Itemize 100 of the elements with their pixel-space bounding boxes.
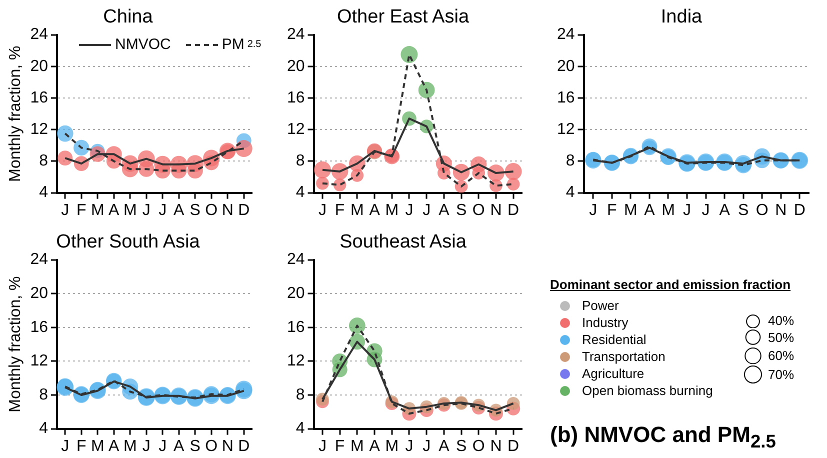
y-tick-label: 8	[566, 152, 575, 170]
x-tick-label: D	[238, 202, 250, 219]
x-tick-label: J	[318, 202, 326, 219]
x-tick-label: J	[422, 438, 431, 455]
x-tick-label: A	[108, 202, 120, 219]
x-tick-label: J	[318, 438, 326, 455]
y-tick-label: 12	[30, 352, 48, 370]
x-tick-label: A	[108, 438, 120, 455]
legend-label: Open biomass burning	[582, 383, 713, 398]
legend-label: 70%	[768, 367, 794, 382]
y-axis-title: Monthly fraction, %	[7, 276, 24, 412]
y-tick-label: 16	[287, 318, 305, 336]
y-axis-title: Monthly fraction, %	[7, 46, 24, 182]
y-tick-label: 16	[30, 89, 48, 106]
legend-label: Residential	[582, 332, 646, 347]
x-tick-label: S	[456, 202, 467, 219]
x-tick-label: M	[90, 202, 104, 219]
x-tick-label: M	[385, 438, 399, 455]
x-tick-label: S	[190, 438, 200, 455]
x-tick-label: J	[142, 202, 150, 219]
x-tick-label: M	[385, 202, 399, 219]
y-tick-label: 20	[30, 58, 48, 75]
x-tick-label: N	[222, 438, 234, 455]
x-tick-label: A	[644, 202, 656, 219]
x-tick-label: M	[90, 438, 104, 455]
x-tick-label: F	[76, 202, 86, 219]
x-tick-label: A	[174, 438, 185, 455]
x-tick-label: J	[158, 202, 167, 219]
y-tick-label: 20	[30, 285, 48, 302]
x-tick-label: A	[438, 438, 450, 455]
y-tick-label: 24	[287, 26, 305, 44]
legend-title: Dominant sector and emission fraction	[550, 277, 792, 292]
x-tick-label: A	[174, 202, 185, 219]
y-tick-label: 8	[39, 386, 48, 404]
x-tick-label: F	[607, 202, 618, 219]
y-tick-label: 24	[557, 26, 575, 44]
legend-label: 50%	[768, 330, 794, 346]
x-tick-label: N	[490, 438, 502, 455]
y-tick-label: 4	[39, 420, 48, 438]
x-tick-label: M	[350, 202, 364, 219]
x-tick-label: F	[76, 438, 86, 455]
legend-label: 40%	[768, 313, 794, 328]
y-tick-label: 12	[557, 121, 575, 138]
x-tick-label: J	[422, 202, 431, 219]
x-tick-label: A	[369, 438, 380, 455]
x-tick-label: O	[756, 202, 768, 219]
x-tick-label: M	[662, 202, 675, 219]
y-tick-label: 4	[296, 420, 305, 438]
x-tick-label: N	[490, 202, 502, 219]
y-tick-label: 20	[287, 58, 305, 75]
text: (b) NMVOC and PM$_{2.5}$	[550, 422, 776, 452]
x-tick-label: S	[738, 202, 749, 219]
y-tick-label: 16	[30, 318, 48, 336]
x-tick-label: M	[624, 202, 638, 219]
x-tick-label: S	[190, 202, 200, 219]
y-tick-label: 20	[557, 58, 575, 75]
x-tick-label: F	[334, 438, 345, 455]
x-tick-label: A	[719, 202, 730, 219]
x-tick-label: D	[508, 438, 520, 455]
x-tick-label: N	[222, 202, 234, 219]
x-tick-label: J	[142, 438, 150, 455]
x-tick-label: N	[775, 202, 787, 219]
x-tick-label: D	[238, 438, 250, 455]
y-tick-label: 20	[287, 285, 305, 302]
x-tick-label: M	[350, 438, 364, 455]
y-tick-label: 12	[287, 121, 305, 138]
x-tick-label: J	[61, 202, 70, 219]
x-tick-label: F	[334, 202, 345, 219]
y-tick-label: 24	[287, 251, 305, 268]
x-tick-label: J	[405, 438, 414, 455]
x-tick-label: O	[205, 438, 218, 455]
legend-label: NMVOC	[115, 36, 171, 53]
y-tick-label: 8	[39, 152, 48, 170]
y-tick-label: 24	[30, 251, 48, 268]
y-tick-label: 12	[287, 352, 305, 370]
y-tick-label: 4	[39, 184, 48, 202]
y-tick-label: 4	[566, 184, 575, 202]
y-tick-label: 8	[296, 152, 305, 170]
x-tick-label: O	[472, 438, 485, 455]
x-tick-label: J	[61, 438, 70, 455]
x-tick-label: J	[683, 202, 692, 219]
y-tick-label: 16	[287, 89, 305, 106]
x-tick-label: M	[123, 202, 137, 219]
x-tick-label: A	[369, 202, 380, 219]
x-tick-label: O	[205, 202, 218, 219]
chart-title: India	[660, 6, 703, 28]
x-tick-label: O	[472, 202, 485, 219]
x-tick-label: S	[456, 438, 467, 455]
x-tick-label: J	[405, 202, 414, 219]
legend-label: 60%	[768, 348, 794, 364]
y-tick-label: 16	[557, 89, 575, 106]
y-tick-label: 12	[30, 121, 48, 138]
legend-label: Transportation	[582, 349, 666, 364]
x-tick-label: J	[702, 202, 710, 219]
chart-title: Other South Asia	[56, 232, 200, 253]
x-tick-label: J	[589, 202, 598, 219]
y-tick-label: 4	[296, 184, 305, 202]
x-tick-label: J	[158, 438, 167, 455]
x-tick-label: M	[123, 438, 137, 455]
y-tick-label: 24	[30, 26, 48, 44]
